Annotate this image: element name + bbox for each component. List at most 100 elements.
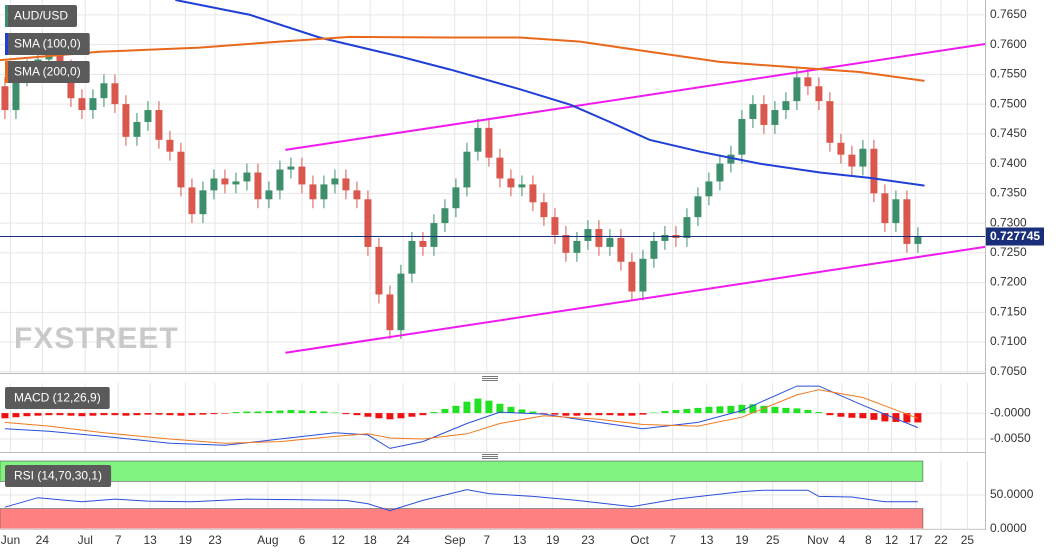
label-stripe [5, 61, 8, 83]
macd-histogram-bar [716, 406, 724, 414]
macd-histogram-bar [859, 413, 867, 419]
x-tick-label: 8 [865, 533, 872, 547]
macd-histogram-bar [265, 411, 273, 414]
macd-histogram-bar [661, 411, 669, 414]
macd-histogram-bar [727, 405, 735, 414]
last-price-label: 0.727745 [990, 229, 1040, 243]
sma-line [175, 0, 925, 187]
macd-histogram-bar [837, 413, 845, 417]
candle-body [903, 199, 911, 244]
y-tick-label: 0.7650 [990, 7, 1027, 21]
label-box: SMA (200,0) [5, 61, 90, 83]
label-background [5, 387, 110, 409]
candle-body [430, 223, 438, 247]
candle-body [727, 154, 735, 164]
macd-histogram-bar [562, 413, 570, 416]
x-tick-label: 7 [669, 533, 676, 547]
macd-histogram-bar [672, 409, 680, 414]
candle-body [859, 148, 867, 167]
x-tick-label: 6 [299, 533, 306, 547]
macd-histogram-bar [749, 404, 757, 414]
x-tick-label: 13 [700, 533, 714, 547]
last-price-box [986, 227, 1044, 246]
candle-body [144, 110, 152, 122]
candle-body [210, 178, 218, 191]
macd-histogram-bar [232, 412, 240, 414]
label-text: SMA (200,0) [14, 65, 81, 79]
macd-histogram-bar [12, 413, 20, 418]
macd-histogram-bar [881, 413, 889, 422]
macd-histogram-bar [287, 409, 295, 414]
y-tick-label: 0.7050 [990, 364, 1027, 378]
x-tick-label: 19 [179, 533, 193, 547]
candle-body [870, 148, 878, 194]
macd-histogram-bar [782, 407, 790, 414]
macd-histogram-bar [903, 413, 911, 423]
y-tick-label: 0.0000 [990, 521, 1027, 535]
candle-body [298, 166, 306, 185]
macd-histogram-bar [848, 413, 856, 418]
x-tick-label: 19 [546, 533, 560, 547]
candle-body [364, 199, 372, 247]
macd-histogram-bar [111, 413, 119, 416]
candle-body [463, 151, 471, 188]
candle-body [694, 196, 702, 218]
label-box: MACD (12,26,9) [5, 387, 110, 409]
macd-histogram-bar [507, 406, 515, 414]
candle-body [496, 157, 504, 179]
macd-histogram-bar [1, 413, 9, 419]
x-tick-label: 24 [36, 533, 50, 547]
x-tick-label: 24 [396, 533, 410, 547]
macd-line [4, 389, 919, 444]
macd-histogram-bar [298, 410, 306, 414]
x-tick-label: 13 [143, 533, 157, 547]
candle-body [375, 246, 383, 295]
rsi-band [0, 460, 924, 482]
x-tick-label: Jul [78, 533, 93, 547]
macd-histogram-bar [628, 413, 636, 416]
macd-histogram-bar [738, 404, 746, 414]
candle-body [573, 240, 581, 253]
macd-histogram-bar [397, 413, 405, 419]
x-tick-label: 25 [961, 533, 975, 547]
macd-histogram-bar [243, 411, 251, 414]
macd-histogram-bar [518, 409, 526, 414]
y-tick-label: 0.7250 [990, 245, 1027, 259]
label-stripe [5, 33, 8, 55]
macd-histogram-bar [309, 411, 317, 414]
x-tick-label: Jun [1, 533, 20, 547]
label-background [5, 33, 90, 55]
candle-body [309, 184, 317, 200]
label-background [5, 465, 112, 487]
macd-histogram-bar [639, 413, 647, 415]
macd-histogram-bar [606, 413, 614, 416]
label-text: RSI (14,70,30,1) [14, 469, 102, 483]
candle-body [199, 190, 207, 215]
x-tick-label: 17 [909, 533, 923, 547]
x-tick-label: 19 [735, 533, 749, 547]
resize-handle[interactable] [482, 376, 498, 381]
x-tick-label: Oct [630, 533, 649, 547]
macd-histogram-bar [496, 403, 504, 414]
y-tick-label: -0.0000 [990, 405, 1031, 419]
candle-body [331, 178, 339, 185]
macd-histogram-bar [595, 413, 603, 416]
label-box: RSI (14,70,30,1) [5, 465, 112, 487]
x-tick-label: 7 [483, 533, 490, 547]
candle-body [815, 86, 823, 102]
macd-histogram-bar [463, 401, 471, 414]
label-text: AUD/USD [14, 9, 68, 23]
x-tick-label: 22 [934, 533, 948, 547]
candle-body [760, 104, 768, 125]
macd-histogram-bar [529, 411, 537, 414]
y-tick-label: -0.0050 [990, 431, 1031, 445]
candle-body [1, 86, 9, 111]
macd-line [4, 385, 919, 449]
candle-body [452, 187, 460, 209]
label-background [5, 61, 90, 83]
candle-body [111, 83, 119, 105]
resize-handle[interactable] [482, 454, 498, 459]
macd-histogram-bar [551, 413, 559, 415]
x-tick-label: 12 [885, 533, 899, 547]
